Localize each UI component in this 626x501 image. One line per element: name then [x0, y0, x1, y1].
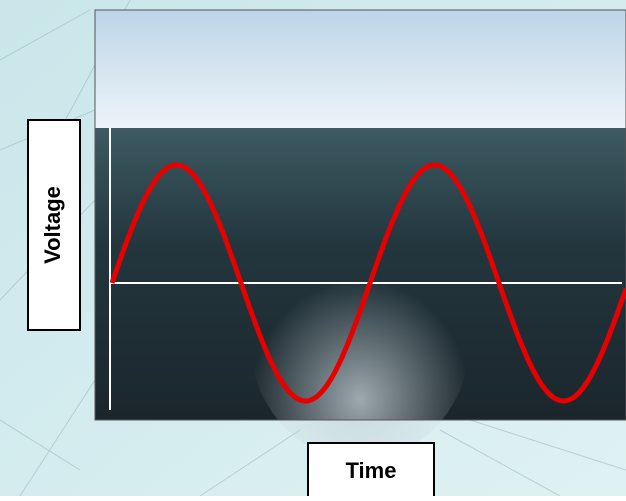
- slide: Voltage Time: [0, 0, 626, 496]
- y-axis-label: Voltage: [40, 186, 65, 264]
- x-axis-label: Time: [346, 458, 397, 483]
